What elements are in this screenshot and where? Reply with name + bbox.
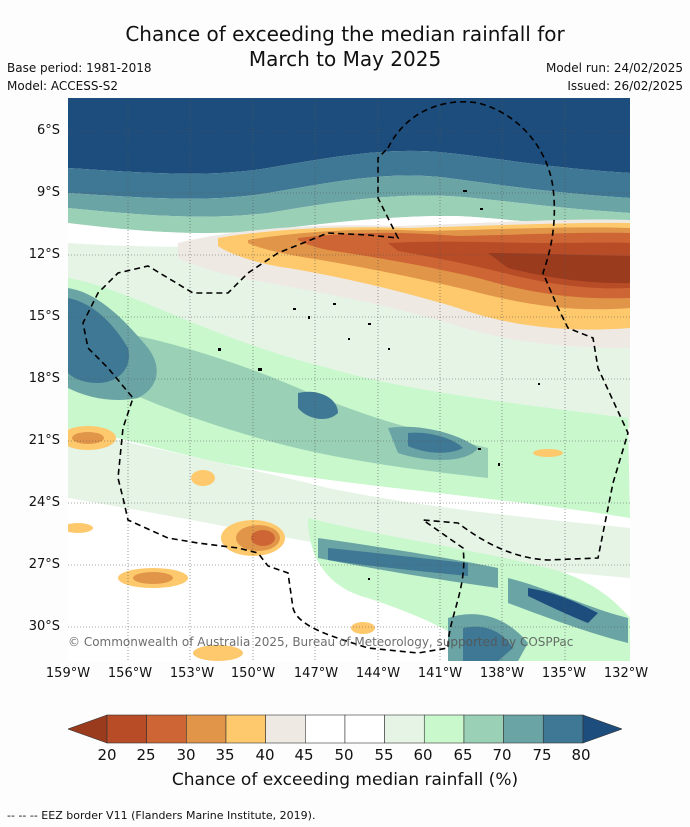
- colorbar-label-65: 65: [453, 746, 473, 764]
- colorbar-label-55: 55: [374, 746, 394, 764]
- colorbar-arrow-right: [582, 714, 622, 744]
- colorbar-cell: [384, 714, 425, 744]
- colorbar-label-70: 70: [492, 746, 512, 764]
- lat-label-9s: 9°S: [36, 185, 60, 200]
- colorbar-cell: [463, 714, 504, 744]
- colorbar-label-35: 35: [215, 746, 235, 764]
- lon-label-141w: 141°W: [417, 666, 463, 681]
- colorbar-cell: [305, 714, 346, 744]
- lat-label-18s: 18°S: [28, 371, 60, 386]
- title-line-1: Chance of exceeding the median rainfall …: [125, 22, 565, 46]
- lon-label-147w: 147°W: [293, 666, 339, 681]
- lat-label-15s: 15°S: [28, 309, 60, 324]
- colorbar-cell: [503, 714, 544, 744]
- lat-label-27s: 27°S: [28, 557, 60, 572]
- lon-label-135w: 135°W: [541, 666, 587, 681]
- model-name: Model: ACCESS-S2: [7, 79, 119, 93]
- lat-label-24s: 24°S: [28, 495, 60, 510]
- lon-label-138w: 138°W: [479, 666, 525, 681]
- title-line-2: March to May 2025: [248, 47, 442, 71]
- model-run: Model run: 24/02/2025: [545, 61, 683, 75]
- colorbar-label-60: 60: [413, 746, 433, 764]
- colorbar-arrow-left: [68, 714, 108, 744]
- colorbar-label-30: 30: [176, 746, 196, 764]
- colorbar-title: Chance of exceeding median rainfall (%): [171, 770, 519, 790]
- colorbar-label-40: 40: [255, 746, 275, 764]
- colorbar-cell: [106, 714, 147, 744]
- colorbar-cell: [344, 714, 385, 744]
- copyright-notice: © Commonwealth of Australia 2025, Bureau…: [68, 635, 574, 649]
- lon-label-156w: 156°W: [107, 666, 153, 681]
- colorbar-cell: [423, 714, 465, 744]
- map-canvas: [68, 98, 630, 661]
- lon-label-144w: 144°W: [355, 666, 401, 681]
- base-period: Base period: 1981-2018: [7, 61, 152, 75]
- colorbar-label-80: 80: [571, 746, 591, 764]
- lon-label-132w: 132°W: [603, 666, 649, 681]
- colorbar-cell: [542, 714, 584, 744]
- map-title: Chance of exceeding the median rainfall …: [0, 22, 690, 72]
- lon-label-159w: 159°W: [45, 666, 91, 681]
- lat-label-30s: 30°S: [28, 619, 60, 634]
- colorbar-label-45: 45: [294, 746, 314, 764]
- lon-label-153w: 153°W: [169, 666, 215, 681]
- issued-date: Issued: 26/02/2025: [567, 79, 683, 93]
- lat-label-12s: 12°S: [28, 247, 60, 262]
- colorbar-cells: [106, 714, 584, 744]
- meta-left: Base period: 1981-2018 Model: ACCESS-S2: [7, 59, 152, 95]
- colorbar-cell: [225, 714, 266, 744]
- eez-footnote: -- -- -- EEZ border V11 (Flanders Marine…: [7, 809, 316, 822]
- colorbar-label-50: 50: [334, 746, 354, 764]
- lon-label-150w: 150°W: [230, 666, 276, 681]
- lat-label-6s: 6°S: [36, 123, 60, 138]
- colorbar-cell: [146, 714, 187, 744]
- colorbar-cell: [186, 714, 227, 744]
- lat-label-21s: 21°S: [28, 433, 60, 448]
- meta-right: Model run: 24/02/2025 Issued: 26/02/2025: [546, 59, 683, 95]
- colorbar-label-75: 75: [532, 746, 552, 764]
- colorbar-cell: [265, 714, 306, 744]
- rainfall-map: [68, 98, 630, 661]
- colorbar-label-20: 20: [97, 746, 117, 764]
- colorbar-label-25: 25: [136, 746, 156, 764]
- colorbar: [68, 714, 622, 744]
